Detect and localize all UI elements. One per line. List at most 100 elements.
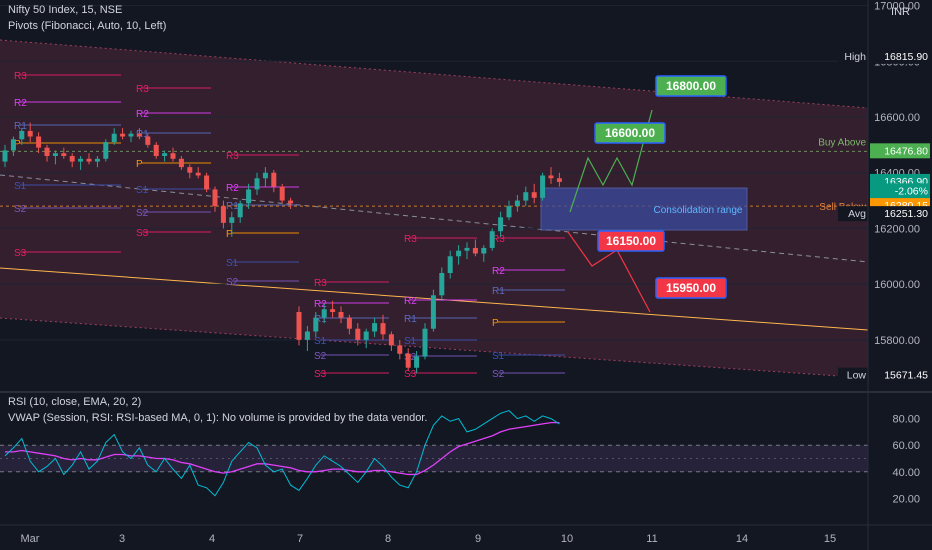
pivot-label: S1 bbox=[226, 258, 239, 269]
rsi-pane bbox=[0, 391, 932, 497]
price-tag-value: 15671.45 bbox=[884, 370, 928, 382]
candle-body bbox=[86, 158, 92, 162]
bullish-projection-path bbox=[569, 109, 653, 213]
rsi-ma-line bbox=[5, 421, 560, 476]
candle-body bbox=[162, 153, 168, 156]
price-tag-name-bg bbox=[838, 48, 870, 64]
candle-body bbox=[279, 186, 285, 201]
candle-body bbox=[52, 153, 58, 156]
consolidation-label: Consolidation range bbox=[654, 205, 743, 216]
currency-label: INR bbox=[891, 6, 910, 18]
price-tag-name: Low bbox=[847, 370, 867, 382]
candle-body bbox=[355, 328, 361, 340]
pivots-indicator-title: Pivots (Fibonacci, Auto, 10, Left) bbox=[8, 20, 167, 32]
pivot-label: S1 bbox=[136, 185, 149, 196]
price-tag-value: -2.06% bbox=[895, 185, 928, 197]
pivot-label: P bbox=[136, 159, 143, 170]
candle-body bbox=[2, 150, 8, 162]
candle-body bbox=[397, 345, 403, 354]
price-tag-name: Avg bbox=[848, 208, 866, 220]
candle-body bbox=[94, 158, 100, 162]
pivot-label: R3 bbox=[404, 234, 417, 245]
pivot-label: R1 bbox=[14, 121, 27, 132]
symbol-title: Nifty 50 Index, 15, NSE bbox=[8, 4, 123, 16]
price-tag-bg bbox=[870, 143, 930, 159]
target-16600-label-box bbox=[594, 122, 666, 144]
pivot-label: S3 bbox=[314, 369, 327, 380]
y-tick-label: 17000.00 bbox=[874, 1, 920, 13]
candle-body bbox=[380, 323, 386, 335]
pivot-label: S2 bbox=[226, 277, 239, 288]
pivot-label: P bbox=[226, 229, 233, 240]
candle-body bbox=[313, 317, 319, 332]
candle-body bbox=[363, 331, 369, 340]
pivot-label: R1 bbox=[404, 314, 417, 325]
candle-body bbox=[103, 142, 109, 159]
price-tag-bg bbox=[870, 206, 930, 222]
y-tick-label: 16000.00 bbox=[874, 279, 920, 291]
candle-body bbox=[195, 172, 201, 176]
pivot-label: S3 bbox=[136, 228, 149, 239]
price-tag-name-bg bbox=[838, 206, 870, 222]
pivot-label: S1 bbox=[404, 336, 417, 347]
candle-body bbox=[44, 147, 50, 156]
price-tag-value: 16815.90 bbox=[884, 51, 928, 63]
x-tick-label: 11 bbox=[646, 533, 657, 545]
candle-body bbox=[321, 309, 327, 318]
candle-body bbox=[388, 334, 394, 346]
pivot-label: R3 bbox=[136, 84, 149, 95]
rsi-tick-label: 80.00 bbox=[892, 414, 920, 426]
candle-body bbox=[229, 217, 235, 223]
candle-body bbox=[69, 156, 75, 162]
candle-body bbox=[430, 295, 436, 329]
pivot-label: R1 bbox=[314, 314, 327, 325]
pivot-label: R1 bbox=[492, 286, 505, 297]
pivot-label: R2 bbox=[226, 183, 239, 194]
candle-body bbox=[372, 323, 378, 332]
bearish-projection-path bbox=[567, 231, 651, 313]
candle-body bbox=[405, 353, 411, 368]
candle-body bbox=[506, 206, 512, 218]
candle-body bbox=[136, 133, 142, 137]
candle-body bbox=[330, 309, 336, 312]
price-pane: R3 R2 R1 P S1 S2 S3 R3 R2 R1 P S1 S2 S3 R3 R2 R1 P S1 S2 R3 R… bbox=[0, 5, 869, 380]
candle-body bbox=[78, 158, 84, 162]
target-16800-label-box bbox=[655, 75, 727, 97]
y-tick-label: 16600.00 bbox=[874, 112, 920, 124]
candle-body bbox=[447, 256, 453, 273]
candle-body bbox=[61, 153, 67, 156]
x-tick-label: 3 bbox=[119, 533, 125, 545]
y-tick-label: 15800.00 bbox=[874, 335, 920, 347]
candle-body bbox=[481, 247, 487, 254]
pivot-label: R3 bbox=[492, 234, 505, 245]
candle-body bbox=[548, 175, 554, 179]
rsi-tick-label: 40.00 bbox=[892, 467, 920, 479]
pivot-label: S2 bbox=[14, 204, 27, 215]
price-tag-value: 16251.30 bbox=[884, 208, 928, 220]
pivot-label: P bbox=[492, 318, 499, 329]
candle-body bbox=[27, 130, 33, 137]
price-tag-bg bbox=[870, 367, 930, 383]
candle-body bbox=[422, 328, 428, 357]
candle-body bbox=[120, 133, 126, 137]
candle-body bbox=[271, 172, 277, 187]
rsi-line bbox=[4, 410, 560, 497]
pivot-label: S3 bbox=[14, 248, 27, 259]
target-15950-label: 15950.00 bbox=[666, 281, 716, 295]
candle-body bbox=[10, 139, 16, 151]
price-tag-bg bbox=[870, 183, 930, 199]
candle-body bbox=[19, 130, 25, 140]
candle-body bbox=[178, 158, 184, 168]
candle-body bbox=[523, 192, 529, 201]
target-16800-label: 16800.00 bbox=[666, 79, 716, 93]
x-tick-label: 9 bbox=[475, 533, 481, 545]
candle-body bbox=[288, 200, 294, 204]
x-tick-label: 15 bbox=[824, 533, 836, 545]
pivot-label: R3 bbox=[14, 71, 27, 82]
x-tick-label: 8 bbox=[385, 533, 391, 545]
candle-body bbox=[304, 331, 310, 340]
buy-above-label: Buy Above bbox=[818, 137, 866, 148]
pivot-label: P bbox=[14, 139, 21, 150]
